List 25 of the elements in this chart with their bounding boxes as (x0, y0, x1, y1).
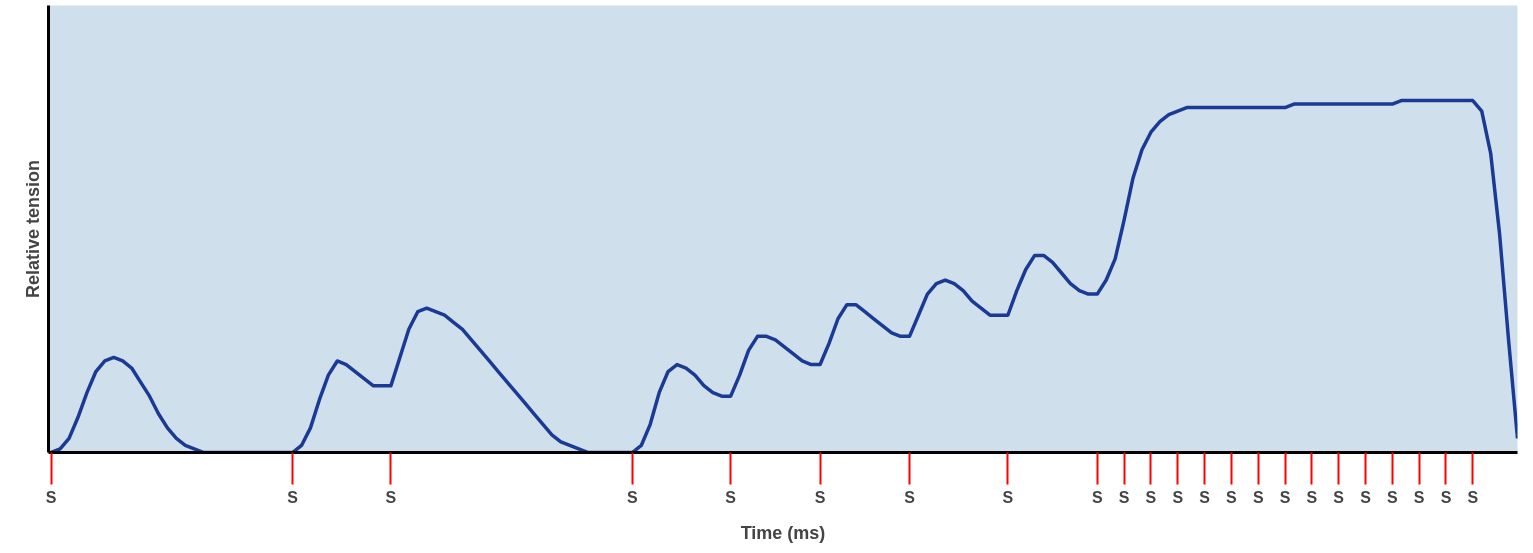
x-tick-label: S (1226, 488, 1238, 506)
x-tick-label: S (1467, 488, 1479, 506)
x-tick-label: S (1360, 488, 1372, 506)
x-tick-label: S (1002, 488, 1014, 506)
x-tick-label: S (287, 488, 299, 506)
x-tick-label: S (1118, 488, 1130, 506)
x-tick-label: S (1440, 488, 1452, 506)
x-tick-label: S (1413, 488, 1425, 506)
x-tick-label: S (1091, 488, 1103, 506)
x-axis-title: Time (ms) (740, 522, 826, 543)
x-tick-label: S (1199, 488, 1211, 506)
x-tick-label: S (1306, 488, 1318, 506)
y-axis-title: Relative tension (22, 159, 43, 299)
x-tick-label: S (1252, 488, 1264, 506)
x-tick-label: S (627, 488, 639, 506)
x-tick-label: S (1333, 488, 1345, 506)
x-tick-label: S (45, 488, 57, 506)
x-tick-label: S (814, 488, 826, 506)
x-tick-label: S (725, 488, 737, 506)
x-tick-label: S (1172, 488, 1184, 506)
x-tick-label: S (1145, 488, 1157, 506)
x-tick-label: S (1386, 488, 1398, 506)
x-tick-label: S (904, 488, 916, 506)
x-tick-label: S (1279, 488, 1291, 506)
x-tick-label: S (385, 488, 397, 506)
